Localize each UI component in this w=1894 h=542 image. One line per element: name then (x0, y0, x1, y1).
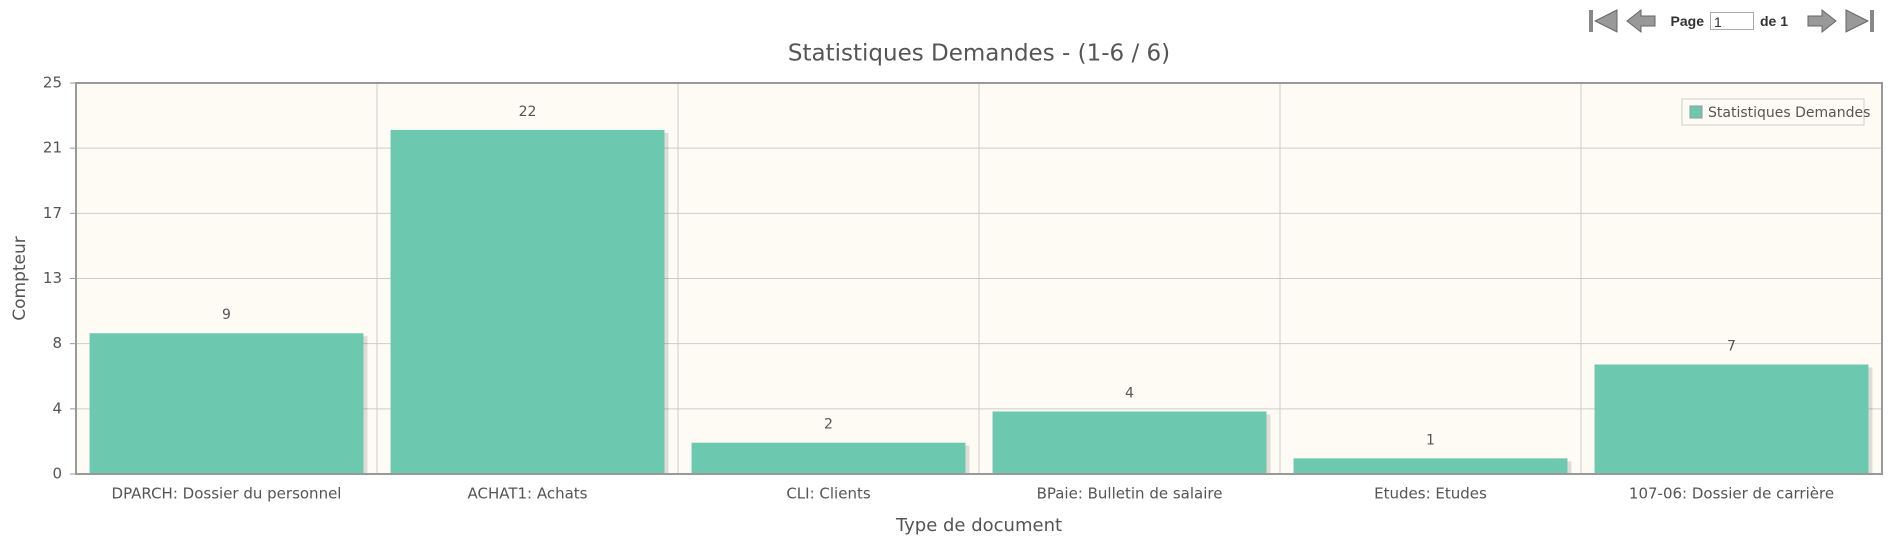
bar (691, 442, 966, 474)
legend-label: Statistiques Demandes (1708, 105, 1870, 121)
bar-value-label: 22 (519, 104, 537, 120)
y-tick-label: 17 (43, 204, 62, 222)
prev-page-button[interactable] (1625, 7, 1657, 35)
x-tick-label: 107-06: Dossier de carrière (1629, 485, 1834, 503)
bar (89, 333, 364, 474)
x-tick-label: BPaie: Bulletin de salaire (1037, 485, 1223, 503)
bar-value-label: 9 (222, 307, 231, 323)
bar-value-label: 7 (1727, 339, 1736, 355)
bar-value-label: 4 (1125, 385, 1134, 401)
y-tick-label: 8 (52, 334, 62, 352)
legend: Statistiques Demandes (1681, 98, 1870, 126)
pager: Page 1 de 1 (1587, 6, 1876, 36)
y-tick-label: 25 (43, 74, 62, 92)
last-page-button[interactable] (1844, 7, 1876, 35)
bar (992, 411, 1267, 474)
x-axis-title: Type de document (895, 515, 1062, 536)
bar-value-label: 1 (1426, 432, 1435, 448)
plot-border (75, 82, 1883, 475)
y-tick-label: 13 (43, 269, 62, 287)
x-tick-label: Etudes: Etudes (1374, 485, 1487, 503)
bar-value-label: 2 (824, 417, 833, 433)
first-page-button[interactable] (1587, 7, 1619, 35)
page-label: Page (1670, 13, 1704, 29)
y-tick-label: 0 (52, 465, 62, 483)
legend-box (1681, 98, 1865, 126)
x-tick-label: DPARCH: Dossier du personnel (112, 485, 342, 503)
next-page-button[interactable] (1806, 7, 1838, 35)
bar (1594, 364, 1869, 474)
chart-title: Statistiques Demandes - (1-6 / 6) (788, 41, 1170, 67)
page-input[interactable]: 1 (1709, 12, 1754, 30)
bar (390, 129, 665, 475)
x-tick-label: CLI: Clients (786, 485, 871, 503)
page-count: de 1 (1759, 13, 1788, 29)
bar (1293, 458, 1568, 474)
y-axis-title: Compteur (10, 236, 30, 321)
y-tick-label: 4 (52, 399, 62, 417)
legend-swatch (1689, 105, 1703, 119)
y-tick-label: 21 (43, 139, 62, 157)
x-tick-label: ACHAT1: Achats (467, 485, 587, 503)
